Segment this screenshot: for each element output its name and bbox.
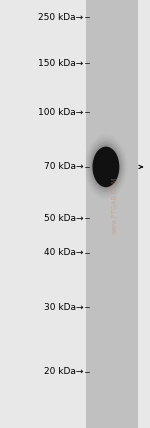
Bar (86, 0, 138, 428)
Text: 250 kDa→: 250 kDa→ (38, 12, 83, 22)
Text: 100 kDa→: 100 kDa→ (38, 107, 83, 117)
Text: 40 kDa→: 40 kDa→ (44, 248, 83, 257)
Ellipse shape (92, 147, 119, 187)
Ellipse shape (91, 144, 121, 190)
Text: 20 kDa→: 20 kDa→ (44, 367, 83, 376)
Ellipse shape (86, 137, 126, 197)
Text: www.PTGAB.COM: www.PTGAB.COM (112, 177, 118, 234)
Text: 150 kDa→: 150 kDa→ (38, 59, 83, 68)
Text: 70 kDa→: 70 kDa→ (44, 162, 83, 172)
Ellipse shape (88, 139, 124, 195)
Text: 50 kDa→: 50 kDa→ (44, 214, 83, 223)
Ellipse shape (89, 142, 123, 192)
Text: 30 kDa→: 30 kDa→ (44, 303, 83, 312)
